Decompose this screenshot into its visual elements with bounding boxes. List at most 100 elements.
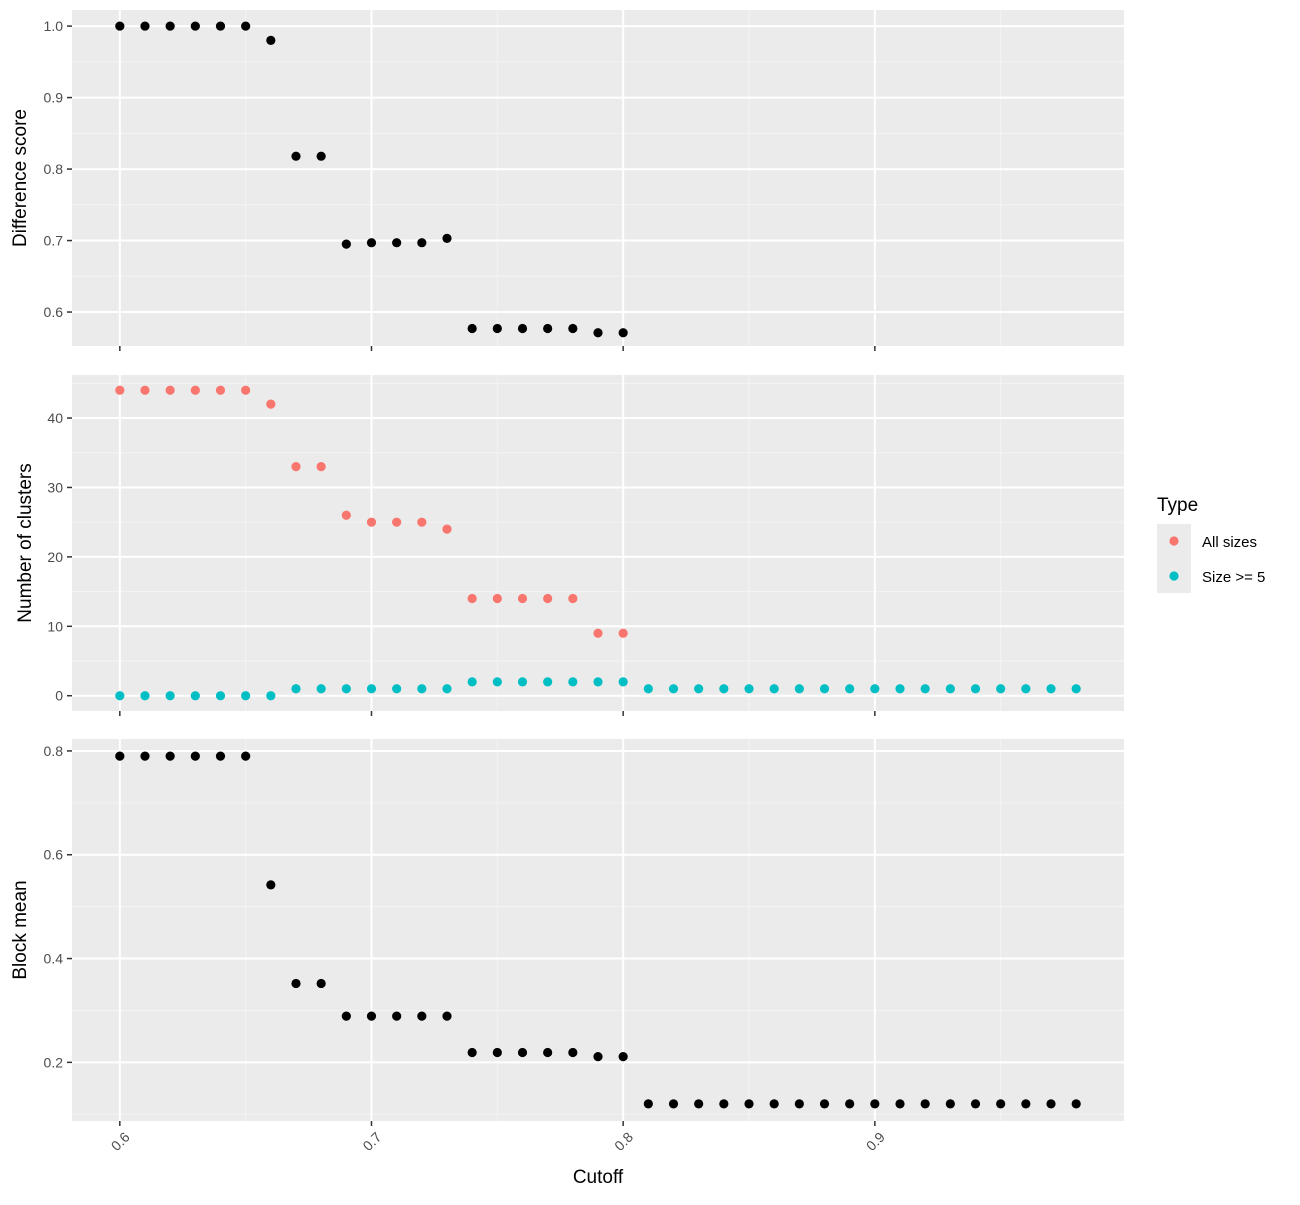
y-tick-label: 0.4 [44,951,64,967]
y-tick-label: 30 [47,479,63,495]
data-point [517,593,528,604]
data-point [266,691,276,701]
y-tick-label: 10 [47,618,63,634]
data-point [517,677,528,687]
data-point [442,233,452,244]
data-point [694,1099,704,1109]
data-point [316,151,326,161]
legend-entry-label: All sizes [1202,534,1257,551]
data-point [895,1099,905,1109]
y-axis-label: Number of clusters [15,463,36,622]
data-point [668,684,679,694]
data-point [668,1099,679,1109]
x-tick-label: 0.8 [611,1129,636,1154]
panel-bottom: 0.2 0.4 0.6 0.8 0.6 0.7 0.8 0.9 Block mean Cutoff [10,739,1124,1188]
data-point [517,323,528,334]
data-point [241,751,251,761]
data-point [417,517,427,527]
data-point [492,593,502,604]
data-point [291,978,301,989]
data-point [1021,684,1031,694]
data-point [165,21,175,31]
y-tick-label: 0.8 [44,161,64,177]
data-point [190,751,200,761]
data-point [366,1011,377,1021]
data-point [945,684,955,694]
data-point [341,1011,351,1021]
data-point [215,751,226,761]
data-point [241,21,251,31]
legend-entry-label: Size >= 5 [1202,569,1265,586]
series-0 [115,751,1081,1109]
data-point [543,323,553,334]
panel-background [72,739,1124,1121]
data-point [593,1052,603,1062]
data-point [1021,1099,1031,1109]
data-point [392,238,402,248]
y-tick-label: 1.0 [44,18,64,34]
data-point [392,1011,402,1021]
y-tick-label: 0.9 [44,90,64,106]
data-point [241,691,251,701]
data-point [1046,1099,1056,1109]
data-point [618,328,628,338]
data-point [819,1099,830,1109]
legend-key [1169,536,1179,546]
x-tick-label: 0.9 [863,1129,888,1154]
data-point [366,684,377,694]
data-point [291,151,301,161]
x-tick-label: 0.6 [108,1129,133,1154]
data-point [618,677,628,687]
data-point [744,1099,754,1109]
data-point [165,691,175,701]
data-point [1071,1099,1081,1109]
data-point [568,677,578,687]
y-tick-label: 0.6 [44,847,64,863]
data-point [543,677,553,687]
data-point [593,628,603,638]
data-point [467,677,477,687]
legend-key [1169,571,1179,581]
y-tick-label: 0.2 [44,1054,64,1070]
y-axis-label: Block mean [10,880,31,979]
data-point [996,684,1006,694]
data-point [819,684,830,694]
data-point [517,1047,528,1058]
data-point [467,323,477,334]
data-point [694,684,704,694]
y-tick-label: 40 [47,410,63,426]
data-point [618,1052,628,1062]
data-point [543,1047,553,1058]
data-point [316,978,326,989]
panel-background [72,10,1124,346]
data-point [366,238,377,248]
data-point [769,684,779,694]
data-point [266,35,276,45]
x-tick-label: 0.7 [359,1129,384,1154]
x-axis-label: Cutoff [573,1167,624,1188]
data-point [190,691,200,701]
data-point [593,677,603,687]
data-point [845,684,855,694]
panel-top: 0.6 0.7 0.8 0.9 1.0 Difference score [10,10,1124,351]
data-point [719,684,729,694]
data-point [492,677,502,687]
data-point [417,684,427,694]
data-point [467,593,477,604]
data-point [794,684,804,694]
data-point [920,684,930,694]
data-point [341,239,351,249]
data-point [115,691,125,701]
data-point [291,462,301,472]
data-point [115,21,125,31]
y-tick-label: 20 [47,549,63,565]
data-point [618,628,628,638]
data-point [190,385,200,395]
data-point [190,21,200,31]
data-point [215,385,226,395]
data-point [417,238,427,248]
data-point [643,1099,653,1109]
data-point [568,593,578,604]
